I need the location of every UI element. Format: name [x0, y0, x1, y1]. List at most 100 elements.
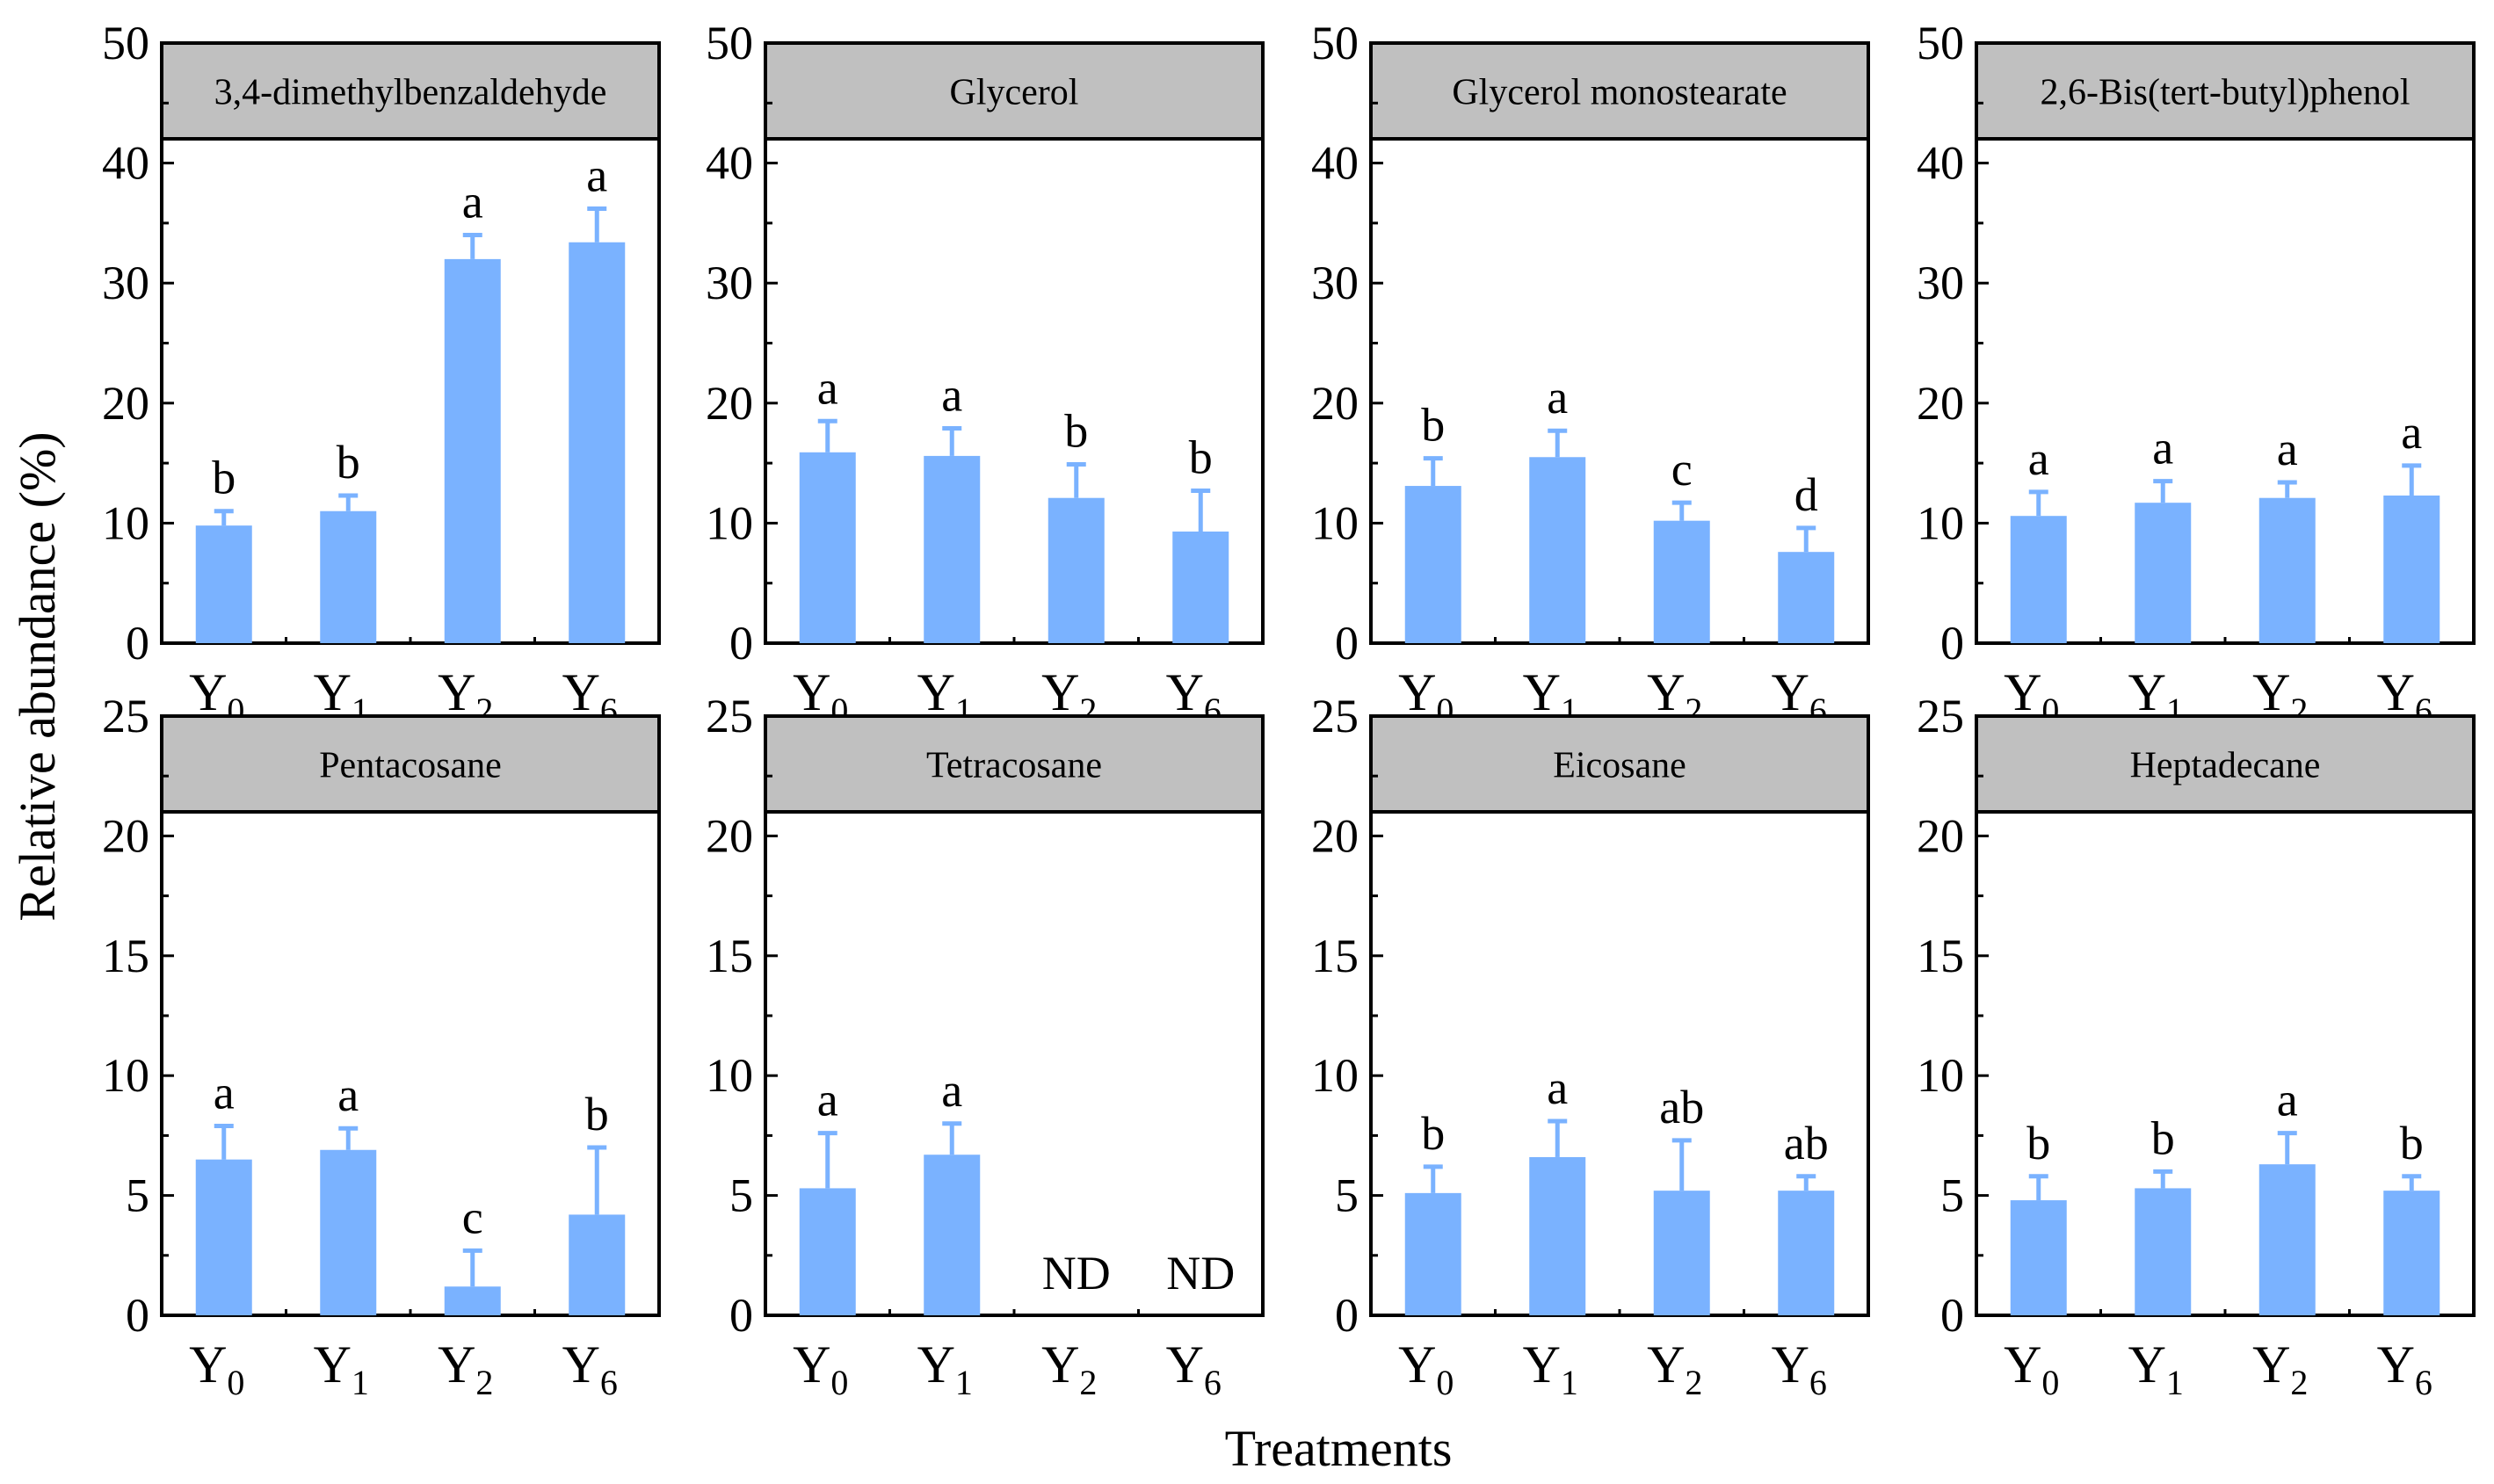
significance-label: b: [1064, 404, 1088, 457]
y-tick-label: 10: [706, 496, 753, 549]
significance-label: b: [2400, 1117, 2424, 1169]
y-tick-label: 10: [1311, 496, 1359, 549]
bar: [2258, 1164, 2316, 1315]
y-tick-label: 10: [1917, 496, 1964, 549]
significance-label: ab: [1784, 1117, 1829, 1169]
y-tick-label: 15: [102, 930, 149, 982]
panel-title: Tetracosane: [926, 746, 1102, 786]
x-tick-label: Y0: [189, 1336, 244, 1402]
significance-label: b: [585, 1088, 609, 1140]
panel-title: 3,4-dimethylbenzaldehyde: [214, 73, 607, 113]
y-tick-label: 20: [1311, 377, 1359, 430]
bar: [2135, 503, 2192, 643]
significance-label: b: [1421, 1107, 1445, 1160]
chart-panel: Glycerol monostearate01020304050bY0aY1cY…: [1311, 17, 1870, 730]
x-tick-label: Y6: [2377, 1336, 2432, 1402]
y-tick-label: 0: [1940, 1289, 1964, 1342]
x-tick-label: Y0: [1398, 1336, 1454, 1402]
bar: [2010, 516, 2067, 643]
y-tick-label: 25: [1311, 690, 1359, 742]
y-axis-title: Relative abundance (%): [9, 431, 66, 921]
bar: [799, 1188, 856, 1315]
x-tick-label: Y6: [562, 1336, 618, 1402]
significance-label: a: [586, 149, 607, 202]
y-tick-label: 40: [706, 137, 753, 190]
significance-label: a: [2401, 406, 2422, 459]
significance-label: b: [337, 436, 360, 489]
significance-label: c: [1671, 443, 1693, 496]
y-tick-label: 0: [126, 617, 149, 670]
significance-label: a: [2028, 432, 2049, 485]
significance-label: a: [941, 1064, 962, 1117]
significance-label: b: [2151, 1111, 2175, 1164]
significance-label: d: [1794, 468, 1818, 521]
panel-title-box: [160, 714, 661, 814]
bar: [195, 525, 252, 643]
y-tick-label: 40: [102, 137, 149, 190]
chart-panel: 2,6-Bis(tert-butyl)phenol01020304050aY0a…: [1917, 17, 2476, 730]
significance-label: b: [212, 452, 236, 504]
significance-label: a: [1547, 1061, 1568, 1114]
significance-label: b: [1421, 399, 1445, 452]
chart-panel: Pentacosane 0 5 10 15 20 25 a Y0 a Y1 c Y2 b Y6: [102, 690, 661, 1402]
y-tick-label: 50: [102, 17, 149, 69]
x-axis-title: Treatments: [1225, 1420, 1453, 1477]
bar: [1653, 520, 1710, 643]
y-tick-label: 25: [706, 690, 753, 742]
significance-label: ND: [1042, 1247, 1111, 1299]
x-tick-label: Y6: [2377, 663, 2432, 730]
chart-panel: Heptadecane 0 5 10 15 20 25 b Y0 b Y1 a Y2 b Y6: [1917, 690, 2476, 1402]
y-tick-label: 5: [126, 1169, 149, 1222]
panels: 3,4-dimethylbenzaldehyde01020304050bY0bY…: [102, 17, 2476, 1402]
x-tick-label: Y6: [1166, 1336, 1222, 1402]
y-tick-label: 50: [1311, 17, 1359, 69]
panel-title: Glycerol monostearate: [1452, 73, 1787, 113]
panel-title: Pentacosane: [319, 746, 502, 786]
panel-title-box: [1369, 41, 1870, 141]
bar: [1404, 1192, 1461, 1315]
y-tick-label: 10: [1917, 1049, 1964, 1102]
bar: [195, 1159, 252, 1315]
x-tick-label: Y2: [2252, 1336, 2308, 1402]
bar: [320, 1149, 377, 1315]
x-tick-label: Y6: [1772, 1336, 1827, 1402]
x-tick-label: Y0: [793, 1336, 848, 1402]
x-tick-label: Y2: [438, 1336, 493, 1402]
y-tick-label: 5: [1335, 1169, 1359, 1222]
y-tick-label: 30: [1917, 257, 1964, 309]
y-tick-label: 20: [706, 377, 753, 430]
significance-label: a: [941, 368, 962, 421]
bar: [1778, 552, 1835, 643]
chart-panel: Eicosane 0 5 10 15 20 25 b Y0 a Y1 ab Y2 ab Y6: [1311, 690, 1870, 1402]
bar: [924, 455, 981, 643]
y-tick-label: 0: [126, 1289, 149, 1342]
panel-title: Eicosane: [1553, 746, 1686, 786]
y-tick-label: 10: [1311, 1049, 1359, 1102]
bar: [1529, 1156, 1586, 1315]
panel-title-box: [160, 41, 661, 141]
bar: [1653, 1191, 1710, 1315]
significance-label: ND: [1166, 1247, 1235, 1299]
bar: [444, 258, 501, 643]
y-tick-label: 20: [102, 377, 149, 430]
bar: [1529, 457, 1586, 643]
bar: [1778, 1191, 1835, 1315]
bar: [924, 1155, 981, 1315]
y-tick-label: 25: [102, 690, 149, 742]
x-tick-label: Y1: [314, 1336, 369, 1402]
chart-panel: 3,4-dimethylbenzaldehyde01020304050bY0bY…: [102, 17, 661, 730]
x-tick-label: Y1: [2128, 663, 2184, 730]
significance-label: a: [214, 1066, 235, 1118]
significance-label: a: [817, 1074, 838, 1126]
significance-label: a: [1547, 371, 1568, 423]
chart-panel: Tetracosane 0 5 10 15 20 25 a Y0 a Y1 ND Y2 ND Y6: [706, 690, 1265, 1402]
y-tick-label: 20: [102, 809, 149, 862]
x-tick-label: Y2: [1041, 1336, 1097, 1402]
bar: [2135, 1188, 2192, 1315]
panel-title-box: [1975, 41, 2476, 141]
panel-title: 2,6-Bis(tert-butyl)phenol: [2040, 73, 2410, 113]
y-tick-label: 25: [1917, 690, 1964, 742]
panel-title: Glycerol: [950, 73, 1079, 113]
bar: [569, 242, 626, 643]
